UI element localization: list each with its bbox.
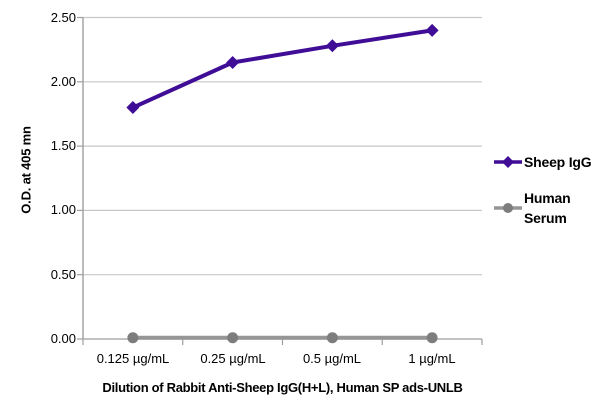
y-axis-title: O.D. at 405 mn: [18, 126, 34, 214]
y-tick-label: 0.50: [50, 267, 76, 282]
y-tick-label: 1.50: [50, 138, 76, 153]
y-tick-label: 0.00: [50, 331, 76, 346]
sheep-igg-series-marker-icon: [493, 155, 523, 169]
legend-label: Sheep IgG: [524, 154, 592, 170]
x-tick-label: 1 µg/mL: [408, 351, 456, 366]
y-tick-label: 2.50: [50, 10, 76, 25]
legend: Sheep IgG Human Serum: [493, 152, 599, 228]
x-tick-label: 0.5 µg/mL: [302, 351, 362, 366]
legend-label: Human Serum: [524, 190, 571, 226]
x-tick-label: 0.125 µg/mL: [96, 351, 170, 366]
legend-item-sheep-igg: Sheep IgG: [493, 152, 599, 172]
legend-item-human-serum: Human Serum: [493, 188, 599, 228]
y-tick-label: 1.00: [50, 202, 76, 217]
x-tick-label: 0.25 µg/mL: [200, 351, 266, 366]
x-axis-title: Dilution of Rabbit Anti-Sheep IgG(H+L), …: [102, 380, 463, 395]
human-serum-series-marker-icon: [493, 201, 523, 215]
y-tick-label: 2.00: [50, 74, 76, 89]
